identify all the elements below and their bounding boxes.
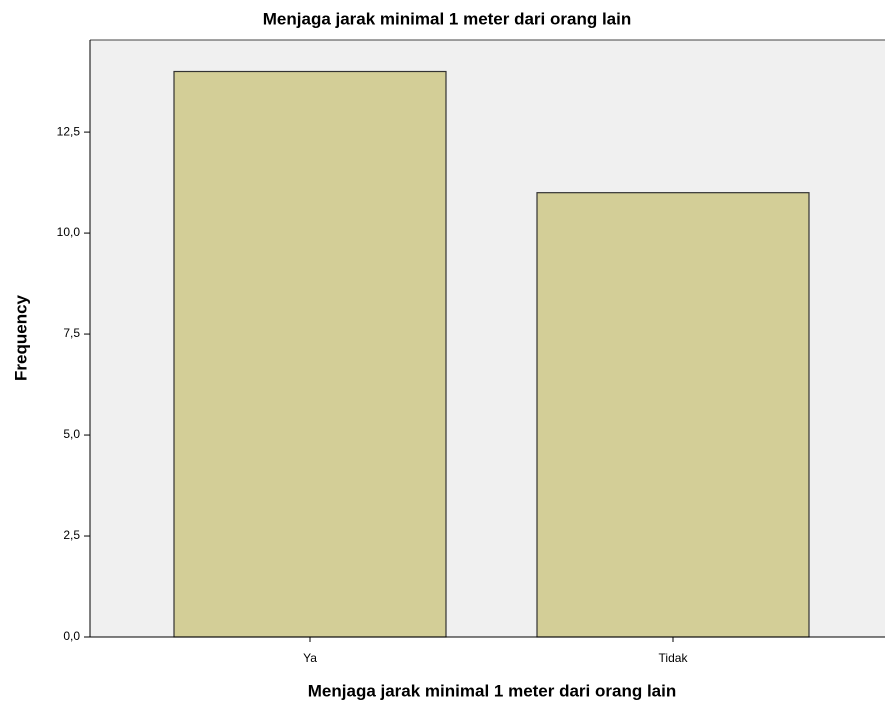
x-tick-label: Ya [303,651,317,665]
x-tick-label: Tidak [659,651,689,665]
bar [536,192,810,638]
y-tick-label: 5,0 [63,427,80,441]
bar [173,70,447,638]
chart-title: Menjaga jarak minimal 1 meter dari orang… [263,9,631,28]
y-axis-label: Frequency [11,294,30,381]
x-axis-label: Menjaga jarak minimal 1 meter dari orang… [308,681,676,700]
y-tick-label: 2,5 [63,528,80,542]
y-tick-label: 0,0 [63,629,80,643]
y-tick-label: 10,0 [57,225,81,239]
y-tick-label: 7,5 [63,326,80,340]
y-tick-label: 12,5 [57,124,81,138]
